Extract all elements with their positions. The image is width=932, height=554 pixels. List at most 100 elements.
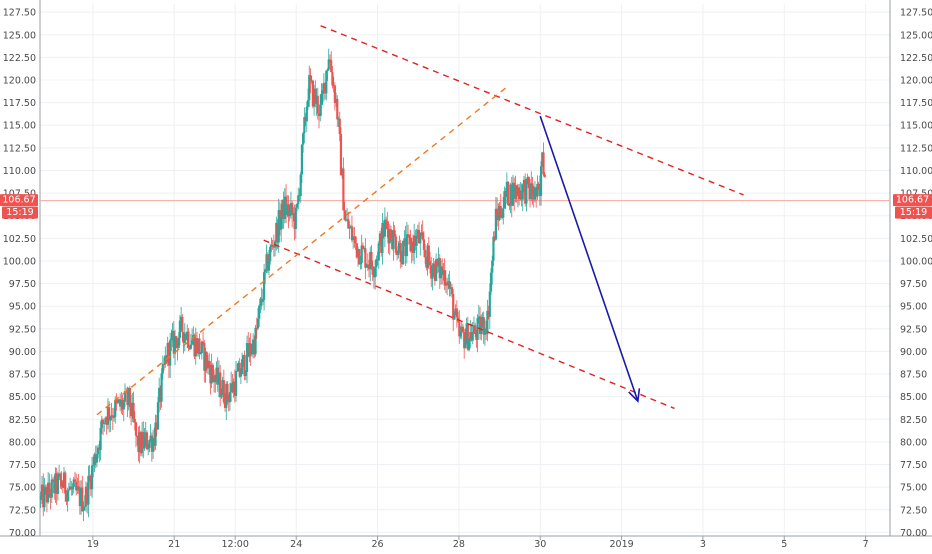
candle-body[interactable] [331,72,334,86]
candle-body[interactable] [53,479,56,494]
candle-body[interactable] [372,274,375,278]
candle-body[interactable] [336,98,339,120]
candle-body[interactable] [377,243,380,261]
candle-body[interactable] [166,343,169,363]
candle-body[interactable] [106,407,110,425]
candle-body[interactable] [93,454,96,465]
candle-body[interactable] [343,210,346,220]
candle-body[interactable] [105,417,108,425]
candle-body[interactable] [400,262,404,265]
candle-body[interactable] [393,230,396,237]
candle-body[interactable] [211,364,214,376]
candle-body[interactable] [369,251,372,270]
candle-body[interactable] [245,343,249,373]
candle-body[interactable] [209,368,212,384]
candle-body[interactable] [136,435,139,438]
candle-body[interactable] [61,486,64,488]
candle-body[interactable] [410,241,413,252]
candle-body[interactable] [392,230,395,249]
candle-body[interactable] [65,493,68,502]
candle-body[interactable] [489,272,493,292]
candle-body[interactable] [149,435,152,441]
candle-body[interactable] [467,338,471,350]
candle-body[interactable] [145,432,149,450]
candle-body[interactable] [403,238,406,241]
candle-body[interactable] [306,100,310,107]
candle-body[interactable] [140,432,144,454]
candle-body[interactable] [112,416,116,418]
candle-body[interactable] [59,473,62,481]
candle-body[interactable] [123,391,127,402]
candle-body[interactable] [536,183,539,197]
candle-body[interactable] [305,106,308,122]
candle-body[interactable] [172,331,175,354]
candle-body[interactable] [382,223,385,237]
candle-body[interactable] [413,235,416,253]
candle-body[interactable] [291,202,294,216]
candle-body[interactable] [148,440,151,448]
candle-body[interactable] [387,228,390,244]
candle-body[interactable] [395,252,399,255]
candle-body[interactable] [167,343,171,366]
candle-body[interactable] [56,475,59,494]
candle-body[interactable] [453,314,456,320]
projection-arrow[interactable] [539,115,639,402]
candle-body[interactable] [499,206,502,215]
candle-body[interactable] [458,321,461,337]
candle-body[interactable] [216,367,219,385]
candle-body[interactable] [214,379,217,383]
candle-body[interactable] [342,168,345,211]
candle-body[interactable] [225,383,228,408]
candle-body[interactable] [40,484,44,496]
candle-body[interactable] [500,214,504,218]
candle-body[interactable] [150,435,153,452]
candle-body[interactable] [144,432,147,437]
candle-body[interactable] [121,399,124,410]
candle-body[interactable] [128,387,131,407]
candle-body[interactable] [334,98,338,103]
candle-body[interactable] [162,364,166,366]
candle-body[interactable] [327,59,330,70]
candle-body[interactable] [238,362,241,377]
candle-body[interactable] [409,237,412,252]
candle-body[interactable] [330,60,333,73]
candle-body[interactable] [436,259,439,267]
candle-body[interactable] [469,332,472,339]
candle-body[interactable] [259,298,262,306]
candle-body[interactable] [92,464,95,466]
candle-body[interactable] [326,69,329,71]
candle-body[interactable] [485,328,488,335]
candle-body[interactable] [177,337,180,348]
candle-body[interactable] [525,178,528,204]
candle-body[interactable] [455,308,458,318]
candle-body[interactable] [460,326,463,332]
candle-body[interactable] [175,336,178,341]
candle-body[interactable] [288,209,291,217]
candle-body[interactable] [73,479,77,482]
candle-body[interactable] [248,343,251,357]
candle-body[interactable] [354,236,357,244]
candle-body[interactable] [317,113,321,117]
candle-body[interactable] [338,118,341,135]
candle-body[interactable] [50,479,53,498]
candle-body[interactable] [353,236,356,238]
candle-body[interactable] [51,479,55,481]
candle-body[interactable] [505,181,508,197]
candle-body[interactable] [120,399,123,407]
candle-body[interactable] [348,227,351,229]
candle-body[interactable] [381,223,384,253]
candle-body[interactable] [494,208,498,240]
candle-body[interactable] [444,282,447,286]
candle-body[interactable] [222,380,225,403]
candle-body[interactable] [76,486,79,491]
candle-body[interactable] [215,367,218,380]
candle-body[interactable] [94,454,97,463]
drawings[interactable] [96,25,744,416]
candle-body[interactable] [371,266,374,275]
candle-body[interactable] [277,210,280,243]
candle-body[interactable] [227,399,230,403]
candle-body[interactable] [193,335,196,357]
candle-body[interactable] [386,221,389,229]
candle-body[interactable] [504,191,507,197]
